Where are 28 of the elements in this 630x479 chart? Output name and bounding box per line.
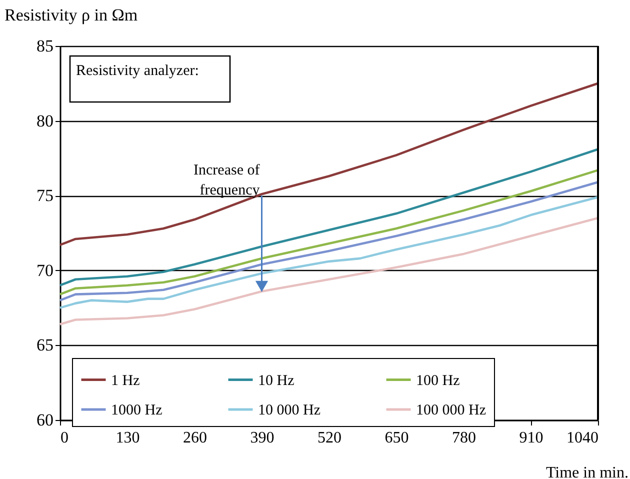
legend-label: 1000 Hz <box>111 402 163 418</box>
y-tick-label: 60 <box>36 410 54 430</box>
x-tick-label: 780 <box>452 430 476 446</box>
legend-label: 100 000 Hz <box>416 402 486 418</box>
line-series <box>58 82 600 246</box>
legend-label: 1 Hz <box>111 372 140 389</box>
x-tick-label: 650 <box>384 430 409 446</box>
x-tick-label: 260 <box>183 430 207 446</box>
annotation: Increase of frequency <box>194 162 260 199</box>
y-tick-label: 70 <box>36 260 54 280</box>
y-tick-label: 65 <box>36 336 54 355</box>
legend-label: 10 Hz <box>258 372 295 389</box>
x-tick-label: 1040 <box>566 430 598 446</box>
y-tick-label: 75 <box>36 186 54 206</box>
x-axis-title: Time in min. <box>546 464 628 479</box>
line-series <box>58 216 600 326</box>
x-tick-label: 520 <box>318 430 342 446</box>
y-tick-label: 85 <box>36 36 54 56</box>
legend-label: 10 000 Hz <box>258 402 321 418</box>
x-tick-label: 390 <box>250 430 274 446</box>
line-series <box>58 148 600 287</box>
annotation: Resistivity analyzer: <box>76 63 199 79</box>
x-tick-label: 0 <box>60 430 68 446</box>
y-axis-title: Resistivity ρ in Ωm <box>4 6 138 24</box>
x-tick-label: 130 <box>116 430 140 446</box>
y-tick-label: 80 <box>36 111 54 130</box>
x-tick-label: 910 <box>519 430 544 446</box>
legend-label: 100 Hz <box>416 372 460 389</box>
